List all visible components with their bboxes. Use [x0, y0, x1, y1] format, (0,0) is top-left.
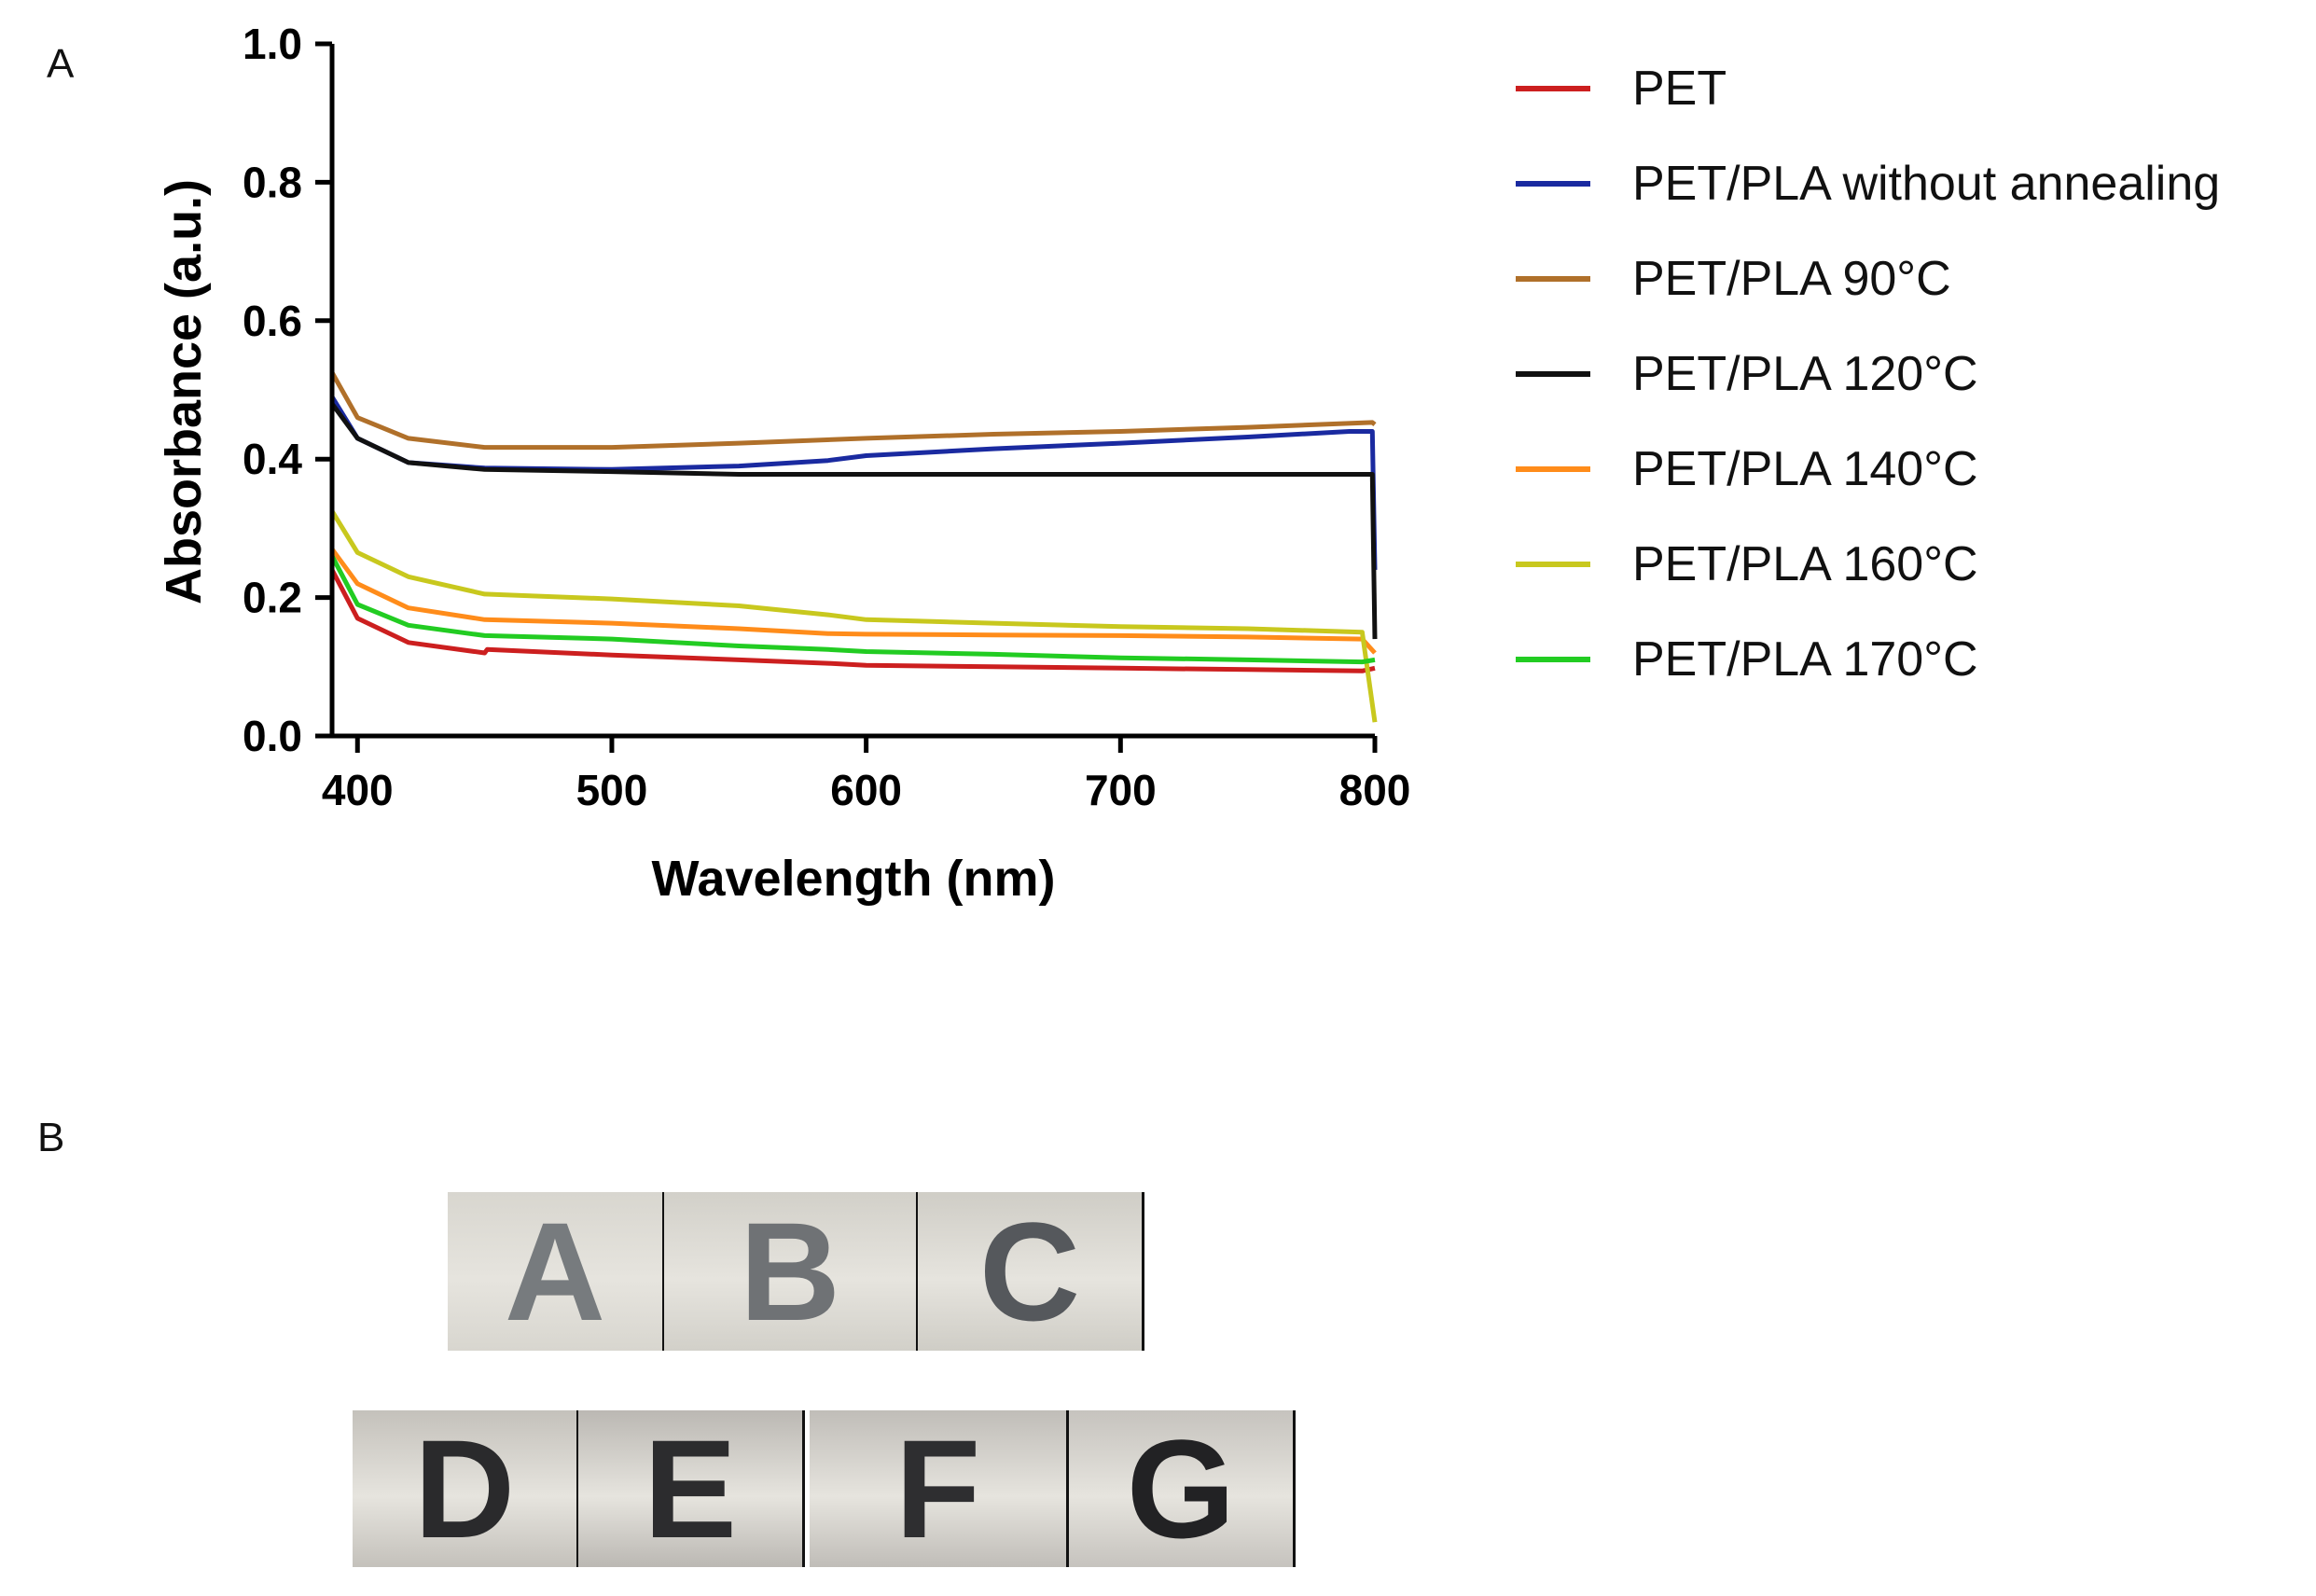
x-tick-label-500: 500 — [576, 766, 648, 814]
legend-label-3: PET/PLA 90°C — [1632, 252, 1951, 306]
x-axis-title: Wavelength (nm) — [651, 851, 1055, 907]
y-axis-title: Absorbance (a.u.) — [156, 179, 212, 604]
x-tick-label-600: 600 — [830, 766, 902, 814]
panel-label-a: A — [47, 41, 75, 87]
legend-label-2: PET/PLA without annealing — [1632, 157, 2220, 211]
photo-tile-c: C — [918, 1192, 1144, 1351]
y-tick-label-0.6: 0.6 — [243, 297, 302, 345]
axes — [329, 44, 1375, 739]
photo-letter-b: B — [739, 1192, 841, 1350]
series-line-5 — [329, 548, 1377, 655]
ticks: 400 500 600 700 800 0.0 0.2 0.4 0.6 0.8 1.0 — [243, 20, 1410, 814]
series-line-6 — [329, 509, 1378, 723]
photo-letter-g: G — [1126, 1410, 1236, 1567]
y-tick-label-1.0: 1.0 — [243, 20, 302, 68]
x-tick-label-700: 700 — [1085, 766, 1157, 814]
absorbance-chart: 400 500 600 700 800 0.0 0.2 0.4 0.6 0.8 1.0 Wavele… — [156, 20, 2220, 907]
x-tick-label-800: 800 — [1339, 766, 1411, 814]
photo-letter-e: E — [643, 1410, 738, 1567]
y-tick-label-0.2: 0.2 — [243, 574, 302, 622]
series-line-1 — [329, 568, 1376, 673]
legend-label-1: PET — [1632, 62, 1727, 116]
y-tick-label-0.0: 0.0 — [243, 712, 302, 760]
x-tick-label-400: 400 — [322, 766, 394, 814]
panel-label-b: B — [37, 1115, 65, 1160]
legend-label-5: PET/PLA 140°C — [1632, 442, 1978, 496]
series-lines — [329, 371, 1378, 723]
series-line-4 — [329, 402, 1378, 640]
photo-letter-c: C — [978, 1192, 1081, 1350]
photo-letter-d: D — [413, 1410, 516, 1567]
photo-tile-f: F — [810, 1410, 1069, 1567]
legend: PET PET/PLA without annealing PET/PLA 90°C… — [1516, 62, 2220, 687]
legend-label-7: PET/PLA 170°C — [1632, 632, 1978, 687]
y-tick-label-0.4: 0.4 — [243, 435, 302, 483]
photo-tile-e: E — [578, 1410, 805, 1567]
legend-label-6: PET/PLA 160°C — [1632, 537, 1978, 591]
photo-letter-f: F — [895, 1410, 981, 1567]
photo-tile-b: B — [664, 1192, 919, 1351]
y-tick-label-0.8: 0.8 — [243, 158, 302, 206]
series-line-7 — [329, 554, 1376, 665]
photo-letter-a: A — [504, 1192, 606, 1350]
photo-tile-a: A — [448, 1192, 665, 1351]
legend-label-4: PET/PLA 120°C — [1632, 347, 1978, 401]
photo-tile-d: D — [353, 1410, 579, 1567]
series-line-3 — [329, 371, 1377, 451]
photo-tile-g: G — [1069, 1410, 1296, 1567]
